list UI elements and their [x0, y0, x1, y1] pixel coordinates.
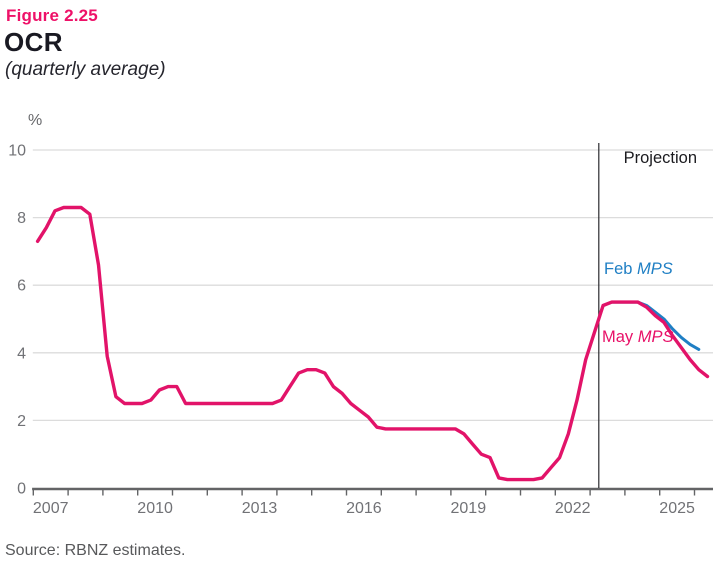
figure-label: Figure 2.25 [6, 6, 98, 25]
may-label-mps: MPS [637, 328, 674, 346]
x-tick-label-2013: 2013 [242, 500, 278, 517]
y-tick-label-10: 10 [8, 143, 26, 160]
y-axis-unit-label: % [28, 112, 43, 129]
y-tick-label-4: 4 [17, 345, 26, 362]
projection-label: Projection [623, 149, 697, 167]
x-tick-label-2007: 2007 [33, 500, 69, 517]
may-mps-series-label: May MPS [602, 328, 674, 347]
y-tick-label-8: 8 [17, 210, 26, 227]
y-tick-label-2: 2 [17, 413, 26, 430]
x-tick-label-2016: 2016 [346, 500, 382, 517]
feb-label-prefix: Feb [604, 260, 638, 278]
series-line-may-mps [35, 205, 710, 482]
chart-title: OCR [4, 27, 63, 57]
x-tick-label-2019: 2019 [451, 500, 487, 517]
feb-mps-series-label: Feb MPS [604, 260, 673, 279]
x-tick-label-2010: 2010 [137, 500, 173, 517]
y-tick-label-0: 0 [17, 481, 26, 498]
source-note: Source: RBNZ estimates. [5, 542, 186, 559]
chart-subtitle: (quarterly average) [5, 59, 166, 80]
y-tick-label-6: 6 [17, 278, 26, 295]
feb-label-mps: MPS [637, 260, 673, 278]
x-tick-label-2025: 2025 [659, 500, 695, 517]
x-tick-label-2022: 2022 [555, 500, 591, 517]
may-label-prefix: May [602, 328, 638, 346]
